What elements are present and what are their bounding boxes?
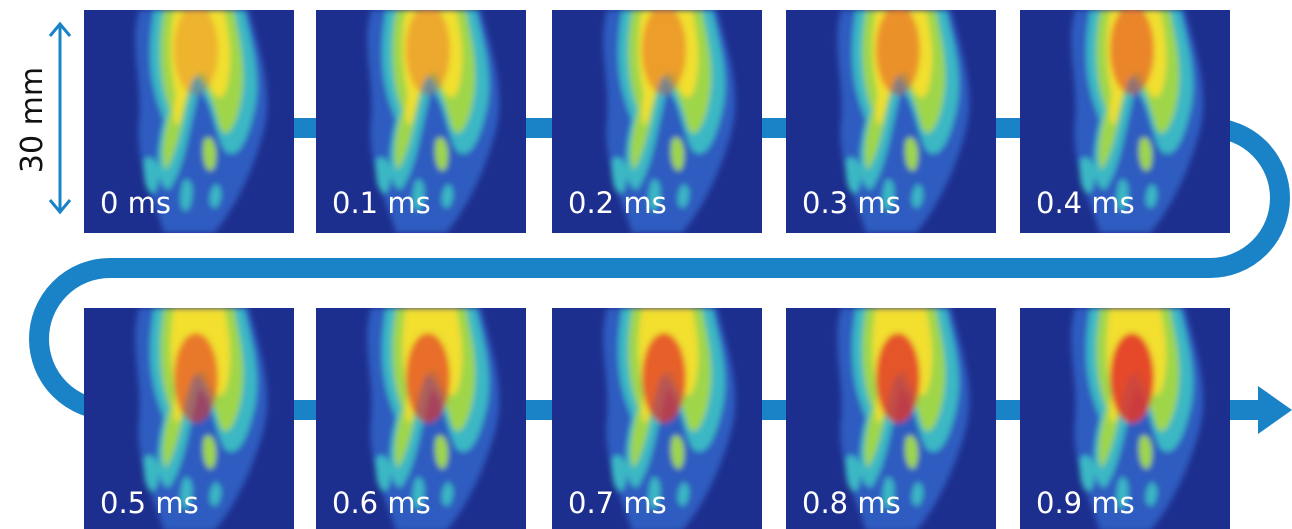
frame: 0.1 ms [316, 5, 526, 233]
frame-label: 0.3 ms [802, 186, 901, 220]
frame: 0.5 ms [84, 308, 294, 529]
frame-label: 0 ms [100, 186, 171, 220]
frame: 0.7 ms [552, 308, 762, 529]
frame: 0.4 ms [1020, 5, 1230, 233]
frame-label: 0.7 ms [568, 486, 667, 520]
frame-label: 0.4 ms [1036, 186, 1135, 220]
figure: 30 mm 0 ms 0.1 ms 0.2 ms 0.3 ms 0.4 ms 0.5 ms… [0, 0, 1292, 529]
scale-arrow [50, 24, 70, 212]
timeline-arrowhead [1258, 386, 1292, 434]
scale-label: 30 mm [15, 67, 50, 173]
frame-label: 0.5 ms [100, 486, 199, 520]
frame: 0.9 ms [1020, 308, 1230, 529]
frame-label: 0.8 ms [802, 486, 901, 520]
frame: 0.8 ms [786, 308, 996, 529]
frame-label: 0.9 ms [1036, 486, 1135, 520]
frame: 0.6 ms [316, 308, 526, 529]
frame-label: 0.1 ms [332, 186, 431, 220]
frame-label: 0.2 ms [568, 186, 667, 220]
frame: 0 ms [84, 5, 294, 233]
frame: 0.3 ms [786, 5, 996, 233]
frame: 0.2 ms [552, 5, 762, 233]
frame-label: 0.6 ms [332, 486, 431, 520]
